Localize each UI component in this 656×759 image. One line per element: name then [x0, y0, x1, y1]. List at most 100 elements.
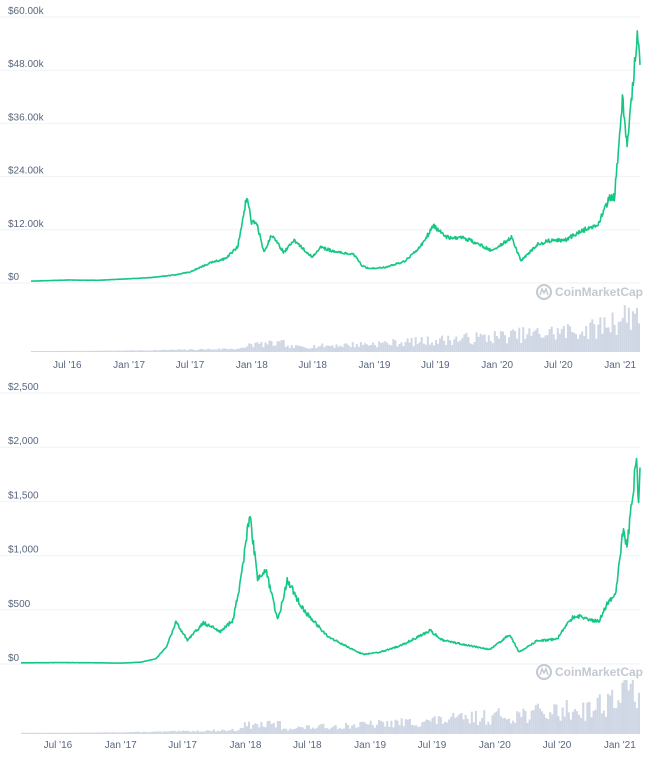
volume-bar — [256, 723, 259, 734]
volume-bar — [268, 340, 271, 352]
volume-bar — [274, 345, 277, 352]
volume-bar — [499, 716, 502, 734]
volume-bar — [324, 728, 327, 734]
volume-bar — [388, 344, 391, 352]
volume-bar — [97, 732, 100, 734]
volume-bar — [231, 349, 234, 352]
volume-bar — [603, 317, 606, 352]
volume-bar — [321, 343, 324, 352]
volume-bar — [69, 350, 72, 352]
x-tick-label: Jan '19 — [354, 740, 386, 751]
volume-bar — [132, 732, 135, 734]
volume-bar — [97, 350, 101, 352]
volume-bar — [597, 324, 600, 352]
volume-bar — [134, 350, 137, 352]
volume-bar — [376, 347, 379, 352]
volume-bar — [211, 349, 214, 352]
volume-bar — [373, 727, 376, 734]
volume-bar — [21, 732, 24, 734]
volume-bar — [501, 331, 504, 352]
volume-bar — [532, 709, 535, 734]
volume-bar — [593, 324, 596, 352]
volume-bar — [417, 726, 420, 734]
volume-bar — [512, 329, 515, 352]
y-tick-label: $12.00k — [8, 219, 45, 230]
volume-bar — [43, 732, 46, 734]
volume-bar — [415, 725, 418, 734]
volume-bar — [106, 350, 109, 352]
volume-bar — [586, 702, 589, 734]
volume-bar — [587, 338, 590, 352]
volume-bar — [452, 713, 455, 734]
x-tick-label: Jan '21 — [604, 740, 636, 751]
volume-bar — [448, 719, 451, 734]
volume-bar — [280, 340, 283, 352]
volume-bar — [136, 350, 139, 352]
volume-bar — [595, 338, 598, 352]
volume-bar — [76, 732, 79, 734]
volume-bar — [404, 719, 407, 734]
volume-bar — [240, 347, 243, 352]
volume-bar — [374, 345, 377, 352]
volume-bar — [51, 732, 55, 734]
volume-bar — [570, 331, 574, 352]
volume-bar — [191, 349, 194, 352]
volume-bar — [335, 344, 338, 352]
volume-bar — [117, 732, 121, 734]
volume-bar — [542, 337, 545, 352]
volume-bar — [215, 349, 218, 352]
volume-bar — [485, 342, 488, 352]
x-tick-label: Jul '16 — [44, 740, 73, 751]
volume-bar — [68, 732, 71, 734]
volume-bar — [82, 732, 85, 734]
volume-bar — [89, 350, 92, 352]
x-tick-label: Jan '18 — [236, 360, 268, 371]
volume-bar — [637, 323, 640, 352]
volume-bar — [526, 334, 529, 352]
volume-bar — [337, 346, 340, 352]
volume-bar — [37, 350, 40, 352]
data-points — [30, 30, 641, 282]
volume-bar — [175, 731, 178, 734]
volume-bar — [159, 731, 162, 734]
y-tick-label: $48.00k — [8, 59, 45, 70]
volume-bar — [474, 710, 477, 734]
volume-bar — [369, 720, 372, 734]
x-tick-label: Jul '18 — [298, 360, 327, 371]
volume-bar — [142, 350, 145, 352]
volume-bar — [390, 345, 393, 352]
volume-bar — [353, 347, 356, 352]
volume-bar — [63, 350, 66, 352]
volume-bar — [406, 719, 409, 734]
volume-bar — [231, 728, 234, 734]
volume-bar — [558, 333, 561, 352]
volume-bar — [254, 723, 257, 734]
volume-bar — [559, 720, 562, 734]
volume-bar — [270, 341, 273, 352]
volume-bar — [39, 350, 42, 352]
volume-bar — [91, 350, 94, 352]
volume-bar — [62, 732, 65, 734]
volume-bar — [113, 732, 116, 734]
volume-bar — [465, 332, 468, 352]
volume-bar — [214, 731, 218, 734]
volume-bar — [434, 340, 437, 352]
volume-bar — [320, 724, 323, 734]
volume-bar — [516, 338, 519, 352]
volume-bar — [359, 721, 362, 734]
volume-bar — [347, 345, 350, 352]
volume-bar — [377, 720, 381, 734]
volume-bar — [301, 727, 304, 734]
volume-bar — [483, 710, 486, 734]
volume-bar — [536, 703, 539, 734]
volume-bar — [361, 345, 364, 352]
volume-bar — [272, 722, 275, 734]
volume-bar — [487, 721, 490, 734]
volume-bar — [283, 728, 286, 734]
volume-bar — [84, 732, 88, 734]
volume-bar — [567, 712, 570, 734]
volume-bar — [333, 347, 336, 352]
volume-bar — [120, 732, 123, 734]
volume-bar — [53, 350, 56, 352]
volume-bar — [491, 715, 494, 734]
